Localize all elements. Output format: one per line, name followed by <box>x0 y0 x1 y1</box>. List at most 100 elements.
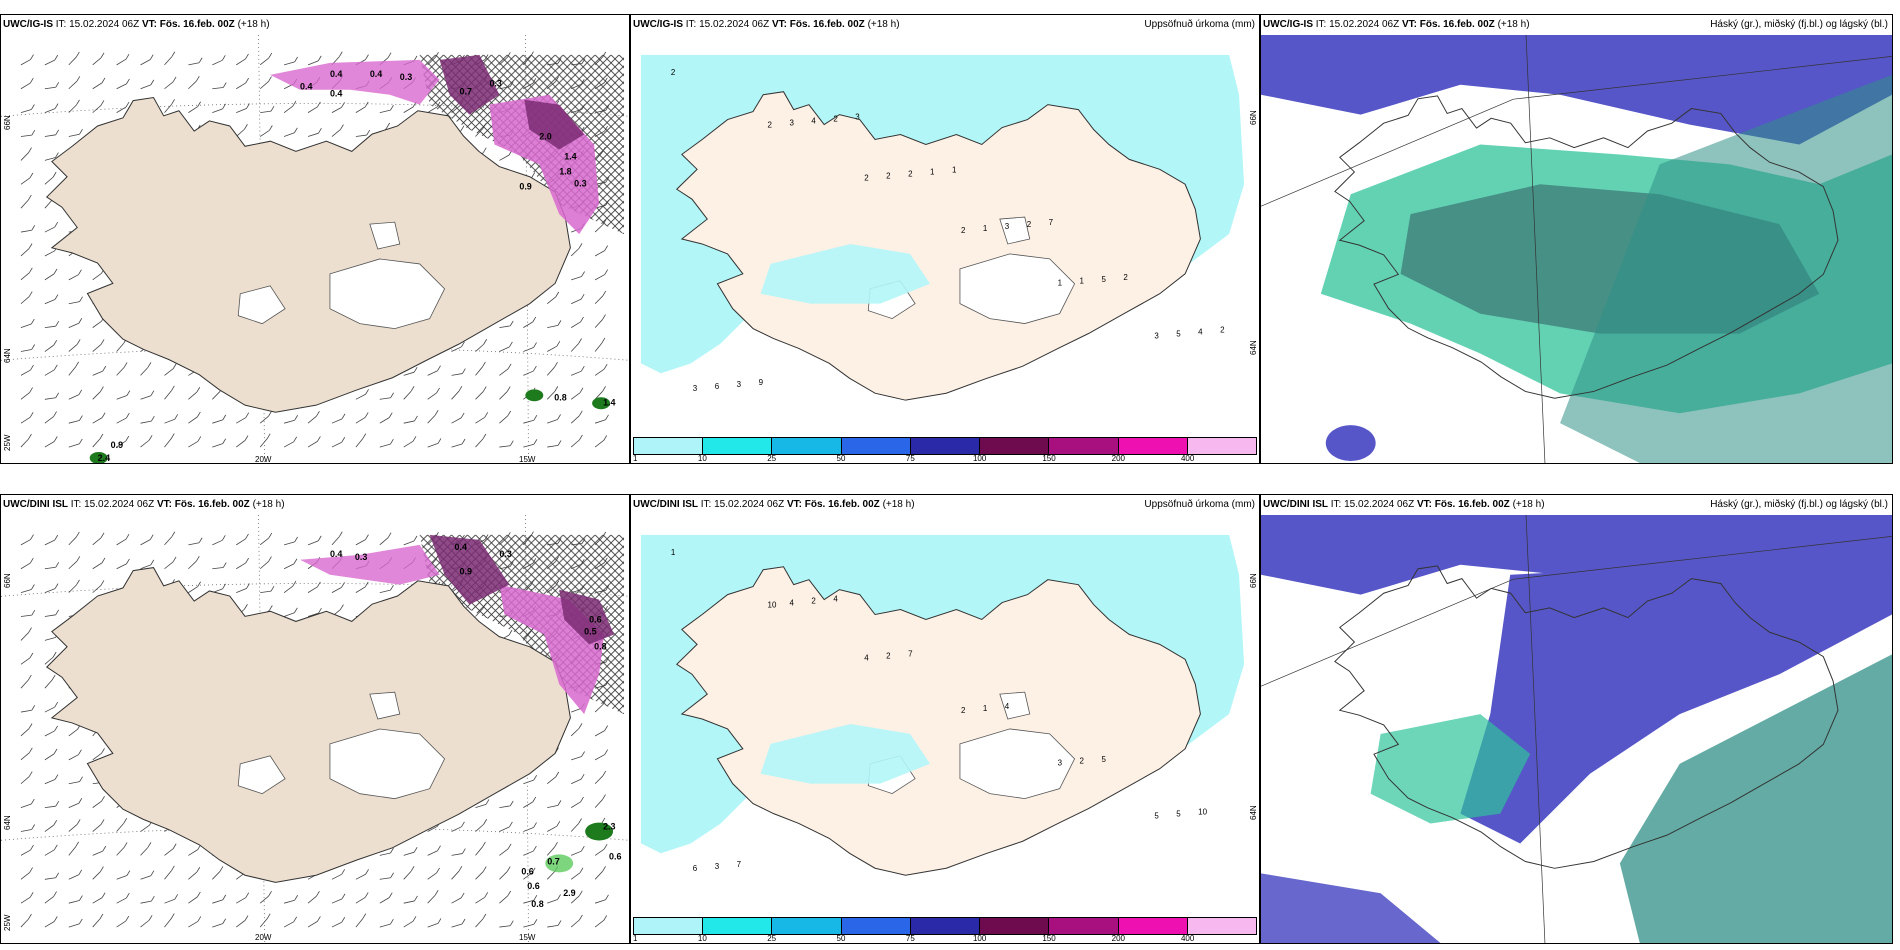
wind-barb <box>355 586 366 593</box>
wind-barb-feather <box>578 818 582 824</box>
wind-barb-feather <box>172 843 177 849</box>
precip-core-east <box>524 99 585 150</box>
wind-barb <box>475 416 485 424</box>
wind-barb <box>379 537 389 546</box>
wind-barb <box>188 80 197 90</box>
wind-barb-feather <box>53 411 57 417</box>
precip-value-label: 2 <box>1220 326 1225 335</box>
wind-barb-feather <box>197 436 202 442</box>
glacier <box>237 285 286 325</box>
wind-barb <box>68 729 78 737</box>
wind-barb <box>331 129 341 137</box>
wind-barb <box>20 416 31 424</box>
wind-barb-feather <box>533 845 537 852</box>
wind-barb-feather <box>245 533 249 540</box>
wind-barb <box>236 108 247 114</box>
wind-barb-feather <box>270 585 275 592</box>
wind-barb-feather <box>580 796 584 803</box>
legend-swatch <box>634 438 704 454</box>
wind-barb-feather <box>318 128 322 134</box>
wind-barb-feather <box>31 609 36 616</box>
wind-barb-feather <box>413 847 418 853</box>
wind-value-label: 2.9 <box>563 888 575 898</box>
wind-barb <box>594 368 605 376</box>
wind-value-label: 0.3 <box>574 178 586 188</box>
wind-barb-feather <box>78 389 83 396</box>
wind-barb <box>403 420 415 424</box>
wind-barb-feather <box>338 51 343 57</box>
wind-barb <box>68 420 80 424</box>
wind-barb-feather <box>31 344 36 350</box>
wind-barb <box>283 541 295 546</box>
wind-barb-feather <box>76 99 80 106</box>
wind-barb-feather <box>244 604 248 610</box>
wind-barb <box>546 391 556 400</box>
wind-barb <box>44 679 53 689</box>
precip-legend: 1 10 25 50 75 100 150 200 400 <box>631 915 1259 943</box>
precip-light-area-west <box>760 243 931 304</box>
wind-barb <box>499 325 511 329</box>
wind-barb <box>44 637 56 641</box>
wind-barb <box>594 775 604 785</box>
wind-barb <box>427 826 438 832</box>
wind-barb <box>570 895 580 904</box>
wind-barb <box>283 585 294 593</box>
precip-value-label: 6 <box>693 864 698 873</box>
wind-barb-feather <box>294 607 298 613</box>
legend-swatch <box>1049 918 1119 934</box>
wind-barb-feather <box>580 316 584 323</box>
legend-colorbar <box>633 917 1257 935</box>
wind-barb-feather <box>78 269 82 275</box>
cloud-mid-west <box>1370 714 1531 824</box>
wind-barb-feather <box>461 821 465 828</box>
precip-value-label: 9 <box>759 378 764 387</box>
wind-barb <box>20 918 29 928</box>
wind-barb-feather <box>509 440 514 446</box>
wind-barb <box>92 320 102 328</box>
wind-barb <box>116 440 127 448</box>
wind-barb-feather <box>100 819 105 825</box>
grid-line <box>1525 35 1546 463</box>
wind-barb-feather <box>174 894 179 900</box>
glacier <box>959 728 1076 799</box>
wind-barb <box>307 441 318 448</box>
wind-barb <box>92 391 101 400</box>
wind-barb <box>44 226 55 233</box>
wind-barb <box>331 873 342 880</box>
wind-barb <box>594 319 603 328</box>
wind-barb-feather <box>28 291 33 297</box>
panel-header: UWC/DINI ISL IT: 15.02.2024 06Z VT: Fös.… <box>631 495 1259 515</box>
wind-barb-feather <box>126 390 131 396</box>
wind-barb-feather <box>78 749 82 755</box>
wind-barb <box>116 417 127 424</box>
wind-barb <box>523 321 533 328</box>
wind-barb-feather <box>268 890 272 897</box>
wind-barb-feather <box>102 365 107 372</box>
precip-value-label: 2 <box>1027 220 1032 229</box>
wind-barb-feather <box>338 531 343 537</box>
wind-barb <box>236 417 246 424</box>
wind-barb-feather <box>603 844 608 850</box>
wind-barb <box>20 803 32 809</box>
wind-barb <box>594 754 605 761</box>
wind-barb <box>475 391 484 400</box>
wind-barb-feather <box>76 579 80 586</box>
wind-barb <box>355 438 364 448</box>
wind-barb <box>44 824 54 832</box>
wind-barb <box>20 589 32 594</box>
wind-barb <box>307 586 318 593</box>
wind-barb <box>212 899 223 904</box>
wind-barb <box>594 342 603 352</box>
wind-barb-feather <box>149 534 154 540</box>
wind-barb-feather <box>78 318 83 324</box>
legend-tick-label: 200 <box>1111 454 1126 463</box>
wind-value-label: 0.4 <box>300 82 312 92</box>
wind-barb-feather <box>266 433 271 439</box>
wind-barb <box>571 778 582 785</box>
wind-barb <box>379 852 391 856</box>
wind-value-label: 0.6 <box>589 615 601 625</box>
wind-barb-feather <box>341 437 346 443</box>
wind-barb-feather <box>390 104 394 111</box>
cloud-map <box>1261 35 1892 463</box>
glacier <box>959 253 1076 324</box>
